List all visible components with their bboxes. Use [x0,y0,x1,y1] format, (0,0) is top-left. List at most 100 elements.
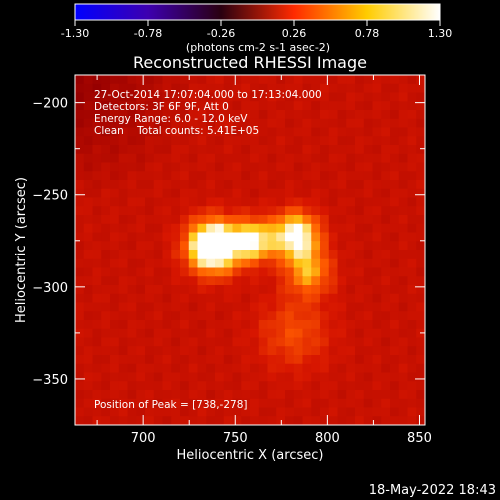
heatmap-cell [188,398,199,409]
heatmap-cell [372,215,382,225]
heatmap-cell [136,285,146,295]
heatmap-cell [416,390,425,400]
heatmap-cell [206,372,216,382]
heatmap-cell [381,337,391,347]
heatmap-cell [83,311,94,321]
heatmap-cell [232,363,242,374]
heatmap-cell [162,162,172,172]
heatmap-cell [407,92,417,102]
heatmap-cell [171,206,181,216]
heatmap-cell [136,355,146,365]
heatmap-cell [110,232,120,242]
heatmap-cell [390,223,400,234]
heatmap-cell [118,153,129,164]
heatmap-cell [285,250,295,260]
heatmap-cell [267,180,277,190]
heatmap-cell [320,311,330,321]
heatmap-cell [337,75,347,85]
heatmap-cell [416,118,425,129]
heatmap-cell [197,206,207,216]
heatmap-cell [250,145,260,155]
heatmap-cell [162,206,172,216]
heatmap-cell [302,153,312,164]
heatmap-cell [311,110,321,120]
heatmap-cell [145,267,155,277]
heatmap-cell [328,381,339,391]
heatmap-cell [398,136,409,146]
heatmap-cell [101,180,111,190]
heatmap-cell [381,320,391,330]
heatmap-cell [416,180,425,190]
heatmap-cell [83,136,94,146]
heatmap-cell [162,75,172,85]
heatmap-cell [127,153,137,164]
heatmap-cell [110,215,120,225]
heatmap-cell [258,75,269,85]
heatmap-cell [276,328,286,339]
heatmap-cell [197,118,207,129]
heatmap-cell [407,320,417,330]
heatmap-cell [372,241,382,251]
heatmap-cell [197,328,207,339]
heatmap-cell [363,145,374,155]
heatmap-cell [118,285,129,295]
heatmap-cell [162,337,172,347]
heatmap-cell [250,127,260,137]
heatmap-cell [180,346,190,356]
heatmap-cell [267,153,277,164]
heatmap-cell [180,118,190,129]
heatmap-cell [302,162,312,172]
heatmap-cell [390,416,400,425]
heatmap-cell [232,136,242,146]
heatmap-cell [127,223,137,234]
heatmap-cell [223,188,234,199]
heatmap-cell [302,197,312,207]
heatmap-cell [215,118,225,129]
heatmap-cell [276,153,286,164]
heatmap-cell [285,153,295,164]
heatmap-cell [118,75,129,85]
heatmap-cell [171,328,181,339]
heatmap-cell [276,258,286,269]
heatmap-cell [215,285,225,295]
heatmap-cell [276,101,286,111]
heatmap-cell [92,267,102,277]
heatmap-cell [110,407,120,417]
heatmap-cell [180,250,190,260]
heatmap-cell [311,302,321,312]
heatmap-cell [311,101,321,111]
heatmap-cell [276,311,286,321]
heatmap-cell [390,407,400,417]
heatmap-cell [320,267,330,277]
heatmap-cell [363,127,374,137]
heatmap-cell [355,145,365,155]
heatmap-cell [311,197,321,207]
heatmap-cell [320,346,330,356]
heatmap-cell [127,145,137,155]
heatmap-cell [407,75,417,85]
heatmap-cell [250,363,260,374]
heatmap-cell [153,180,164,190]
heatmap-cell [416,215,425,225]
heatmap-cell [381,276,391,286]
heatmap-cell [145,311,155,321]
heatmap-cell [372,118,382,129]
heatmap-cell [215,320,225,330]
heatmap-cell [241,110,251,120]
heatmap-cell [398,92,409,102]
heatmap-cell [153,241,164,251]
heatmap-cell [258,127,269,137]
heatmap-cell [241,206,251,216]
heatmap-cell [101,215,111,225]
heatmap-cell [372,162,382,172]
heatmap-cell [258,118,269,129]
heatmap-cell [92,136,102,146]
heatmap-cell [346,171,356,181]
heatmap-cell [110,250,120,260]
heatmap-cell [188,101,199,111]
heatmap-cell [285,223,295,234]
heatmap-cell [223,118,234,129]
heatmap-cell [355,83,365,94]
heatmap-cell [215,127,225,137]
heatmap-cell [206,328,216,339]
